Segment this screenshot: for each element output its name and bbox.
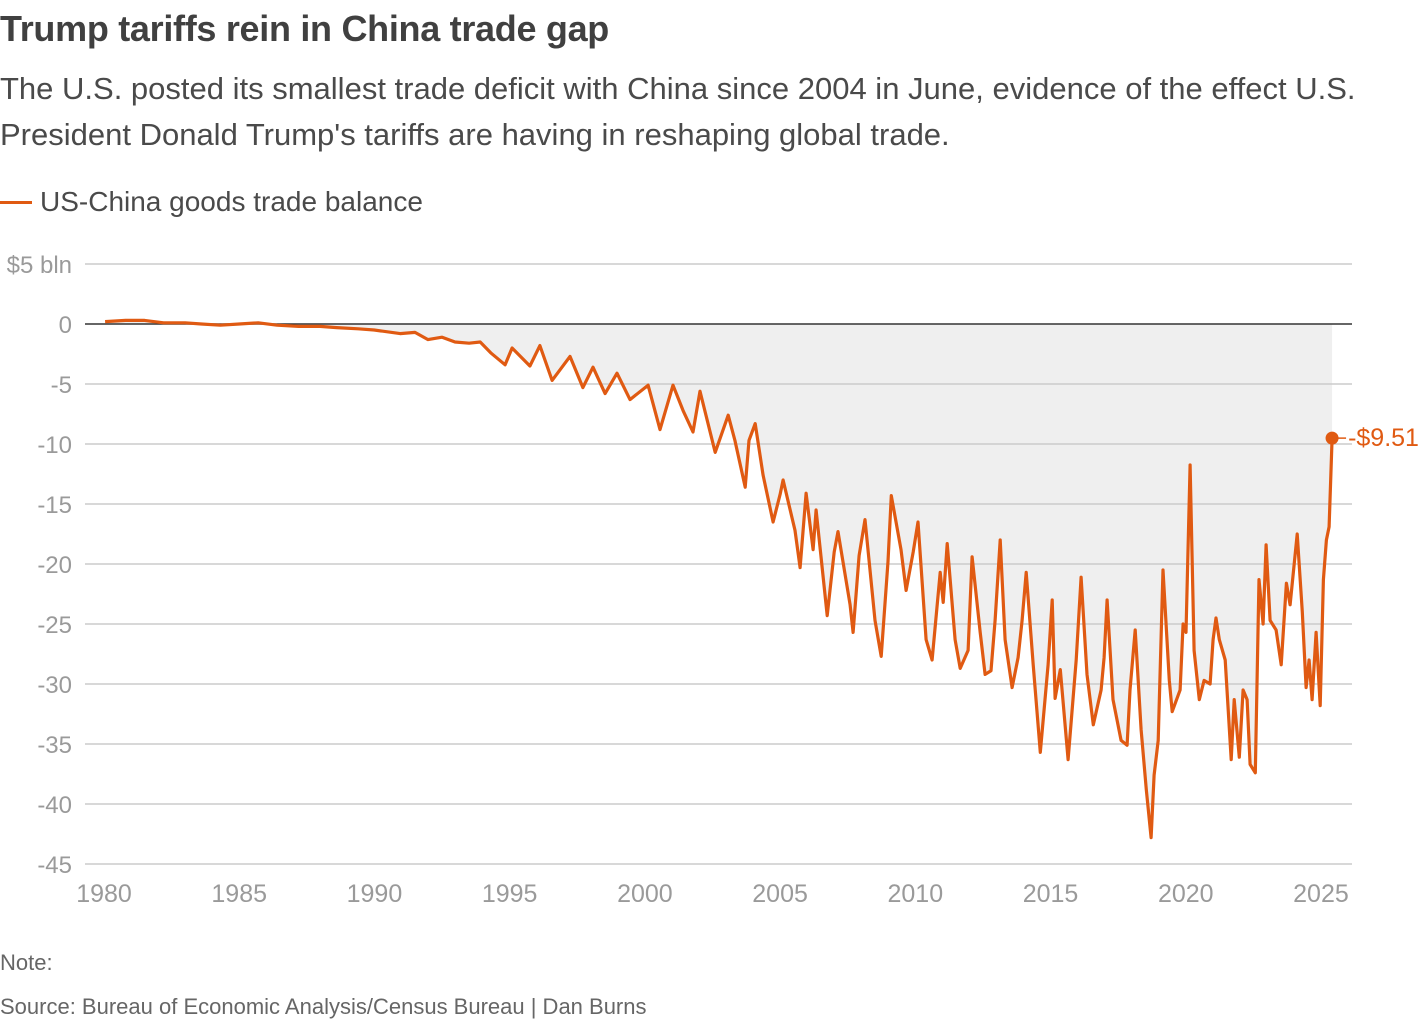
deficit-area (105, 320, 1333, 838)
x-tick-label: 2000 (617, 880, 673, 908)
x-tick-label: 2025 (1293, 880, 1349, 908)
y-tick-label: -40 (37, 792, 72, 819)
x-tick-label: 2020 (1158, 880, 1214, 908)
series-line (105, 318, 1334, 840)
y-tick-label: $5 bln (7, 252, 72, 279)
y-tick-label: -35 (37, 732, 72, 759)
y-tick-label: -20 (37, 552, 72, 579)
x-tick-label: 1995 (482, 880, 538, 908)
y-tick-label: 0 (59, 312, 72, 339)
x-tick-label: 2015 (1023, 880, 1079, 908)
legend: US-China goods trade balance (0, 186, 423, 218)
y-tick-label: -45 (37, 852, 72, 879)
chart-title: Trump tariffs rein in China trade gap (0, 8, 609, 49)
x-tick-label: 1980 (76, 880, 132, 908)
x-tick-label: 2005 (752, 880, 808, 908)
source: Source: Bureau of Economic Analysis/Cens… (0, 994, 647, 1019)
legend-label: US-China goods trade balance (40, 186, 423, 217)
y-tick-label: -10 (37, 432, 72, 459)
y-tick-label: -15 (37, 492, 72, 519)
note: Note: (0, 950, 53, 975)
y-tick-label: -30 (37, 672, 72, 699)
end-value-label: -$9.51 (1348, 424, 1419, 452)
x-tick-label: 2010 (888, 880, 944, 908)
y-tick-label: -5 (51, 372, 72, 399)
x-tick-label: 1990 (347, 880, 403, 908)
x-tick-label: 1985 (211, 880, 267, 908)
end-point (1325, 431, 1339, 445)
legend-swatch (0, 200, 32, 204)
y-tick-label: -25 (37, 612, 72, 639)
chart-subtitle: The U.S. posted its smallest trade defic… (0, 71, 1356, 152)
